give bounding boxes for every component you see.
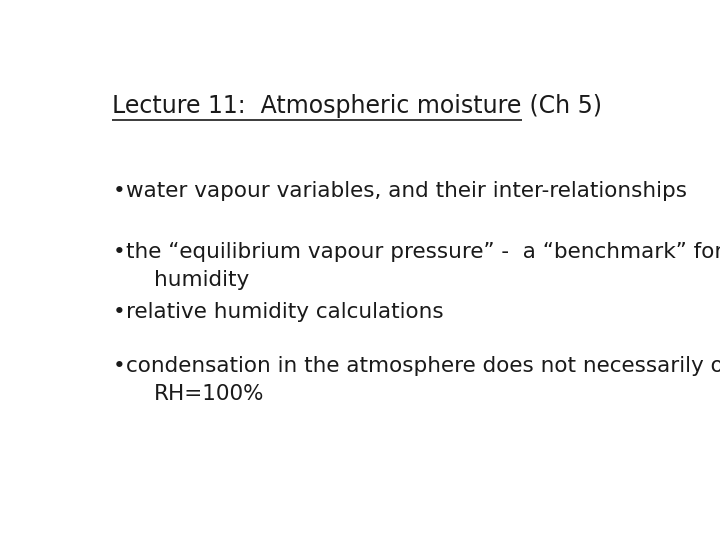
Text: •: • <box>112 241 125 261</box>
Text: the “equilibrium vapour pressure” -  a “benchmark” for atmospheric: the “equilibrium vapour pressure” - a “b… <box>126 241 720 261</box>
Text: •: • <box>112 302 125 322</box>
Text: RH=100%: RH=100% <box>154 384 265 404</box>
Text: relative humidity calculations: relative humidity calculations <box>126 302 444 322</box>
Text: Lecture 11:  Atmospheric moisture: Lecture 11: Atmospheric moisture <box>112 94 522 118</box>
Text: water vapour variables, and their inter-relationships: water vapour variables, and their inter-… <box>126 181 688 201</box>
Text: •: • <box>112 356 125 376</box>
Text: condensation in the atmosphere does not necessarily occur at: condensation in the atmosphere does not … <box>126 356 720 376</box>
Text: humidity: humidity <box>154 270 249 290</box>
Text: •: • <box>112 181 125 201</box>
Text: (Ch 5): (Ch 5) <box>522 94 602 118</box>
